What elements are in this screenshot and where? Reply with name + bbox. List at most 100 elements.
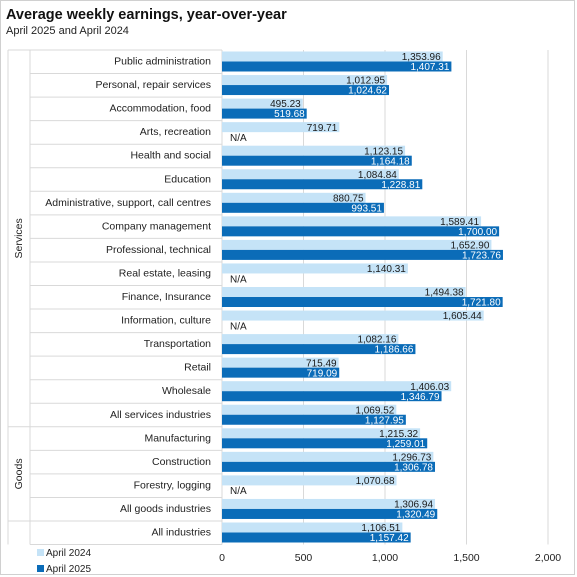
data-label-april-2024: 1,069.52 <box>355 405 394 416</box>
data-label-april-2025: 1,157.42 <box>370 533 409 544</box>
bar-april-2024 <box>222 404 397 415</box>
bar-april-2024 <box>222 498 436 509</box>
bar-april-2024 <box>222 192 366 203</box>
category-label: Transportation <box>144 338 211 350</box>
data-label-april-2025: 1,186.66 <box>374 345 413 356</box>
bar-april-2025 <box>222 202 384 213</box>
bar-april-2024 <box>222 98 303 109</box>
data-label-april-2025: 519.68 <box>274 109 305 120</box>
category-label: Construction <box>152 456 211 468</box>
data-label-april-2025: 1,306.78 <box>394 462 433 473</box>
data-label-april-2025: 1,024.62 <box>348 86 387 97</box>
bar-april-2025 <box>222 226 500 237</box>
data-label-april-2025: 1,228.81 <box>381 180 420 191</box>
bar-april-2025 <box>222 508 438 519</box>
data-label-april-2025: 719.09 <box>307 368 338 379</box>
category-label: Professional, technical <box>106 244 211 256</box>
data-label-april-2025: 1,320.49 <box>396 510 435 521</box>
data-label-april-2024: 1,406.03 <box>410 382 449 393</box>
data-label-april-2025: 1,127.95 <box>365 415 404 426</box>
bar-april-2024 <box>222 475 397 486</box>
category-label: Forestry, logging <box>134 479 212 491</box>
data-label-april-2024: 1,123.15 <box>364 146 403 157</box>
bar-april-2024 <box>222 334 399 345</box>
x-tick-label: 2,000 <box>535 552 561 564</box>
bar-april-2024 <box>222 216 482 227</box>
bar-april-2024 <box>222 75 388 86</box>
x-tick-label: 500 <box>295 552 313 564</box>
category-label: Accommodation, food <box>109 103 211 115</box>
legend-label-april-2025: April 2025 <box>46 564 91 575</box>
bar-april-2025 <box>222 391 442 402</box>
bar-april-2024 <box>222 428 421 439</box>
data-label-april-2024: 880.75 <box>333 193 364 204</box>
bar-april-2024 <box>222 122 340 133</box>
bar-april-2025 <box>222 461 436 472</box>
category-label: Finance, Insurance <box>122 291 211 303</box>
x-tick-label: 1,000 <box>372 552 398 564</box>
category-label: Wholesale <box>162 385 211 397</box>
bar-april-2024 <box>222 145 406 156</box>
data-label-april-2025: 1,164.18 <box>371 156 410 167</box>
data-label-april-2024: 1,652.90 <box>450 241 489 252</box>
data-label-april-2025: 1,346.79 <box>401 392 440 403</box>
bar-april-2025 <box>222 414 406 425</box>
data-label-april-2024: 1,012.95 <box>346 76 385 87</box>
data-label-april-2024: 1,494.38 <box>425 288 464 299</box>
data-label-april-2024: 1,084.84 <box>358 170 397 181</box>
category-label: Real estate, leasing <box>119 267 211 279</box>
x-tick-label: 1,500 <box>453 552 479 564</box>
bar-april-2025 <box>222 297 503 307</box>
bar-april-2025 <box>222 532 411 543</box>
chart-title: Average weekly earnings, year-over-year <box>6 7 287 23</box>
bar-april-2024 <box>222 287 466 297</box>
category-label: Information, culture <box>121 315 211 327</box>
data-label-april-2024: 1,070.68 <box>356 476 395 487</box>
bar-april-2025 <box>222 344 416 355</box>
category-label: All services industries <box>110 409 211 421</box>
bar-april-2024 <box>222 51 443 62</box>
data-label-april-2025: 1,407.31 <box>410 62 449 73</box>
group-label: Goods <box>13 458 25 489</box>
bar-april-2024 <box>222 310 484 321</box>
bar-april-2024 <box>222 522 403 533</box>
legend-label-april-2024: April 2024 <box>46 548 91 559</box>
data-label-april-2024: 1,605.44 <box>443 311 482 322</box>
data-label-april-2025: 1,700.00 <box>458 227 497 238</box>
data-label-april-2024: 1,306.94 <box>394 500 433 511</box>
data-label-april-2024: 1,353.96 <box>402 52 441 63</box>
category-label: Retail <box>184 362 211 374</box>
category-label: All goods industries <box>120 503 211 515</box>
bar-april-2024 <box>222 381 452 392</box>
data-label-april-2024: 495.23 <box>270 99 301 110</box>
data-label-april-2024: 1,589.41 <box>440 217 479 228</box>
bar-april-2024 <box>222 451 434 462</box>
category-label: Company management <box>102 220 211 232</box>
data-label-april-2025: 993.51 <box>351 203 382 214</box>
legend-swatch-april-2024 <box>37 549 44 556</box>
category-label: All industries <box>151 527 211 539</box>
data-label-april-2025: 1,259.01 <box>386 439 425 450</box>
na-label-april-2025: N/A <box>230 486 247 497</box>
data-label-april-2024: 1,106.51 <box>361 523 400 534</box>
data-label-april-2025: 1,721.80 <box>462 298 501 309</box>
category-label: Personal, repair services <box>95 79 211 91</box>
bar-april-2025 <box>222 249 503 260</box>
category-label: Education <box>164 173 211 185</box>
bar-april-2025 <box>222 179 423 190</box>
category-label: Public administration <box>114 56 211 68</box>
bar-april-2024 <box>222 239 492 250</box>
group-label: Services <box>13 218 25 258</box>
category-label: Manufacturing <box>144 432 211 444</box>
bar-april-2025 <box>222 367 340 378</box>
bar-april-2025 <box>222 438 428 449</box>
bar-april-2025 <box>222 85 390 96</box>
data-label-april-2025: 1,723.76 <box>462 251 501 262</box>
bar-april-2025 <box>222 108 307 119</box>
bar-april-2024 <box>222 263 408 274</box>
data-label-april-2024: 715.49 <box>306 358 337 369</box>
na-label-april-2025: N/A <box>230 133 247 144</box>
na-label-april-2025: N/A <box>230 321 247 332</box>
